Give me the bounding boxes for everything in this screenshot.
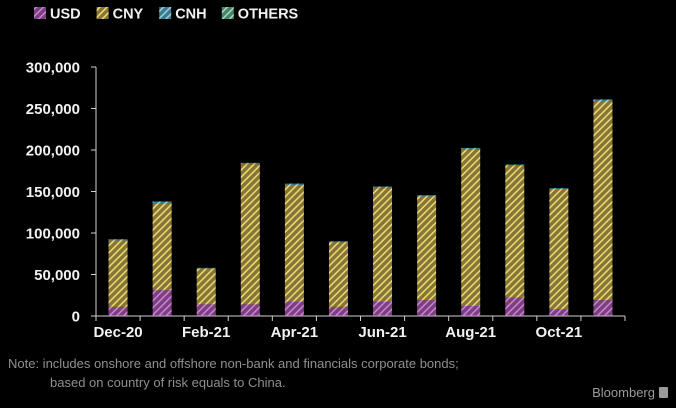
- y-tick-label: 150,000: [26, 184, 80, 201]
- bar-cny-oct-21: [549, 189, 569, 310]
- bar-cny-nov-21: [593, 101, 613, 301]
- legend-label-cny: CNY: [113, 7, 144, 23]
- x-tick-label: Aug-21: [445, 324, 496, 341]
- bar-cnh-sep-21: [505, 164, 525, 166]
- legend-swatch-usd: [34, 7, 46, 19]
- note-line-2: based on country of risk equals to China…: [50, 375, 286, 390]
- x-tick-label: Apr-21: [271, 324, 319, 341]
- bar-cny-mar-21: [240, 164, 260, 305]
- y-tick-label: 100,000: [26, 226, 80, 243]
- bar-cny-apr-21: [284, 184, 304, 302]
- bar-usd-mar-21: [240, 304, 260, 316]
- x-tick-label: Jun-21: [358, 324, 406, 341]
- bar-cnh-jul-21: [417, 195, 437, 197]
- bar-usd-may-21: [328, 306, 348, 316]
- bar-cny-may-21: [328, 242, 348, 307]
- bar-usd-jun-21: [373, 301, 393, 316]
- bar-cnh-jun-21: [373, 186, 393, 189]
- y-tick-label: 50,000: [34, 267, 80, 284]
- bar-usd-nov-21: [593, 300, 613, 316]
- bar-usd-oct-21: [549, 309, 569, 316]
- bar-cny-feb-21: [196, 268, 216, 305]
- bar-cnh-aug-21: [461, 148, 481, 150]
- y-tick-label: 0: [72, 309, 80, 326]
- bar-usd-dec-20: [108, 306, 128, 316]
- bar-cny-jul-21: [417, 196, 437, 301]
- y-tick-label: 200,000: [26, 143, 80, 160]
- legend-swatch-cnh: [159, 7, 172, 19]
- bar-cny-sep-21: [505, 165, 525, 298]
- y-tick-label: 250,000: [26, 101, 80, 118]
- bar-usd-apr-21: [284, 301, 304, 316]
- x-tick-label: Feb-21: [182, 324, 230, 341]
- x-tick-label: Oct-21: [536, 324, 583, 341]
- y-tick-label: 300,000: [26, 60, 80, 77]
- chart-note: Note: includes onshore and offshore non-…: [8, 354, 608, 392]
- source-label: Bloomberg: [592, 385, 655, 400]
- bar-cnh-apr-21: [284, 184, 304, 185]
- chart-bars: [108, 99, 613, 316]
- legend-label-others: OTHERS: [238, 7, 299, 23]
- bar-usd-jul-21: [417, 300, 437, 316]
- bar-cny-jan-21: [152, 203, 172, 291]
- bar-cnh-nov-21: [593, 99, 613, 102]
- bar-cnh-jan-21: [152, 201, 172, 204]
- bar-cnh-dec-20: [108, 239, 128, 241]
- bar-cny-dec-20: [108, 240, 128, 307]
- legend-swatch-others: [221, 7, 234, 19]
- source-attribution: Bloomberg: [592, 385, 668, 400]
- chart-axes: 0 50,000 100,000 150,000 200,000 250,000 300,0…: [26, 60, 626, 341]
- note-line-1: Note: includes onshore and offshore non-…: [8, 356, 459, 371]
- bar-usd-jan-21: [152, 290, 172, 316]
- bar-cny-aug-21: [461, 149, 481, 307]
- bloomberg-logo-icon: [659, 387, 668, 398]
- legend-label-cnh: CNH: [175, 7, 206, 23]
- chart-legend: USD CNY CNH OTHERS: [34, 7, 299, 23]
- bar-usd-feb-21: [196, 304, 216, 316]
- bar-cny-jun-21: [373, 188, 393, 302]
- x-tick-label: Dec-20: [93, 324, 142, 341]
- legend-label-usd: USD: [50, 7, 81, 23]
- bar-usd-aug-21: [461, 306, 481, 316]
- bar-cnh-mar-21: [240, 163, 260, 165]
- legend-swatch-cny: [96, 7, 109, 19]
- bar-usd-sep-21: [505, 297, 525, 316]
